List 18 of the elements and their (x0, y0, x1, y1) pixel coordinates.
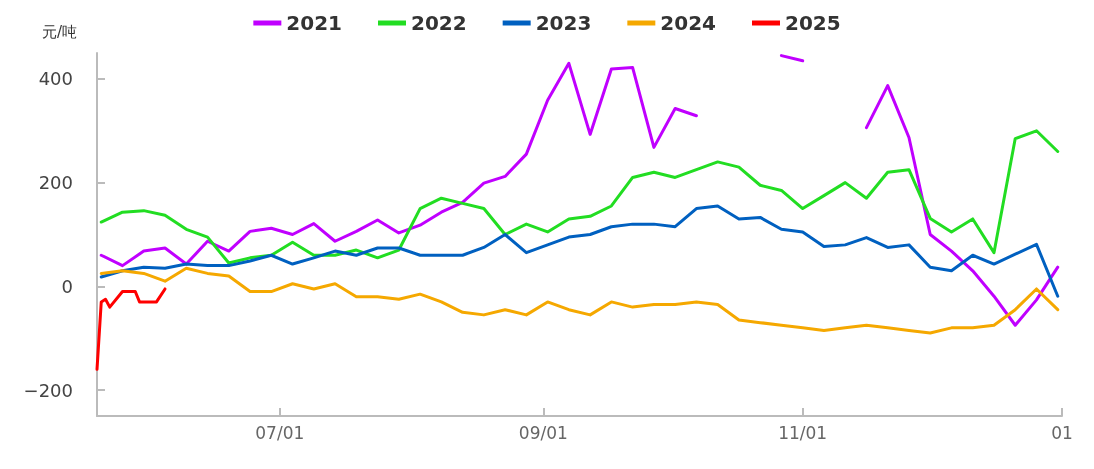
x-tick-label: 11/01 (778, 422, 828, 443)
y-tick-label: 0 (61, 275, 73, 297)
line-series (95, 287, 167, 371)
legend-label: 2023 (535, 11, 592, 35)
legend-label: 2022 (411, 11, 467, 35)
line-series (99, 204, 1060, 298)
y-axis-title: 元/吨 (41, 22, 77, 41)
y-tick-label: −200 (23, 379, 73, 401)
legend-label: 2025 (785, 11, 841, 35)
line-series (99, 129, 1060, 265)
y-tick-label: 400 (38, 68, 73, 90)
y-tick-label: 200 (38, 172, 73, 194)
line-series (99, 266, 1060, 335)
legend-label: 2024 (660, 11, 716, 35)
x-tick-label: 07/01 (255, 422, 305, 443)
x-tick-label: 09/01 (518, 422, 568, 443)
x-tick-label: 01 (1051, 422, 1073, 443)
legend-label: 2021 (286, 11, 343, 35)
